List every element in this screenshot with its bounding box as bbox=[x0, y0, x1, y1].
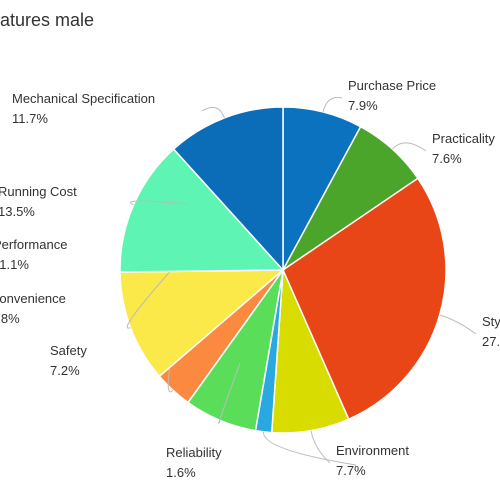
slice-value-label: 27.9% bbox=[482, 334, 500, 349]
slice-value-label: 11.7% bbox=[12, 111, 48, 126]
slice-value-label: 7.9% bbox=[348, 98, 378, 113]
slice-label: Style bbox=[482, 314, 500, 329]
connector-line bbox=[322, 96, 343, 113]
connector-line bbox=[201, 106, 225, 119]
chart-title: Features male bbox=[0, 10, 94, 30]
slice-label: Practicality bbox=[432, 131, 495, 146]
slice-value-label: 7.6% bbox=[432, 151, 462, 166]
slice-value-label: 1.6% bbox=[166, 465, 196, 480]
slice-label: Environment bbox=[336, 443, 409, 458]
slice-value-label: 7.7% bbox=[336, 463, 366, 478]
slice-label: Mechanical Specification bbox=[12, 91, 155, 106]
slice-label: Purchase Price bbox=[348, 78, 436, 93]
connector-line bbox=[126, 256, 184, 329]
slice-label: Convenience bbox=[0, 291, 66, 306]
connector-line bbox=[391, 142, 427, 152]
pie-slice bbox=[119, 269, 286, 378]
slice-label: Performance bbox=[0, 237, 67, 252]
slice-value-label: 11.1% bbox=[0, 257, 29, 272]
slice-value-label: 3.8% bbox=[0, 311, 20, 326]
pie-slice bbox=[119, 148, 285, 273]
connector-line bbox=[310, 430, 331, 464]
slice-label: Running Cost bbox=[0, 184, 77, 199]
slice-value-label: 13.5% bbox=[0, 204, 35, 219]
slice-value-label: 7.2% bbox=[50, 363, 80, 378]
connector-line bbox=[130, 200, 189, 206]
pie-slice bbox=[282, 177, 447, 421]
connector-line bbox=[263, 431, 357, 466]
slice-label: Reliability bbox=[166, 445, 222, 460]
slice-label: Safety bbox=[50, 343, 87, 358]
connector-line bbox=[218, 362, 241, 424]
connector-line bbox=[439, 314, 477, 335]
